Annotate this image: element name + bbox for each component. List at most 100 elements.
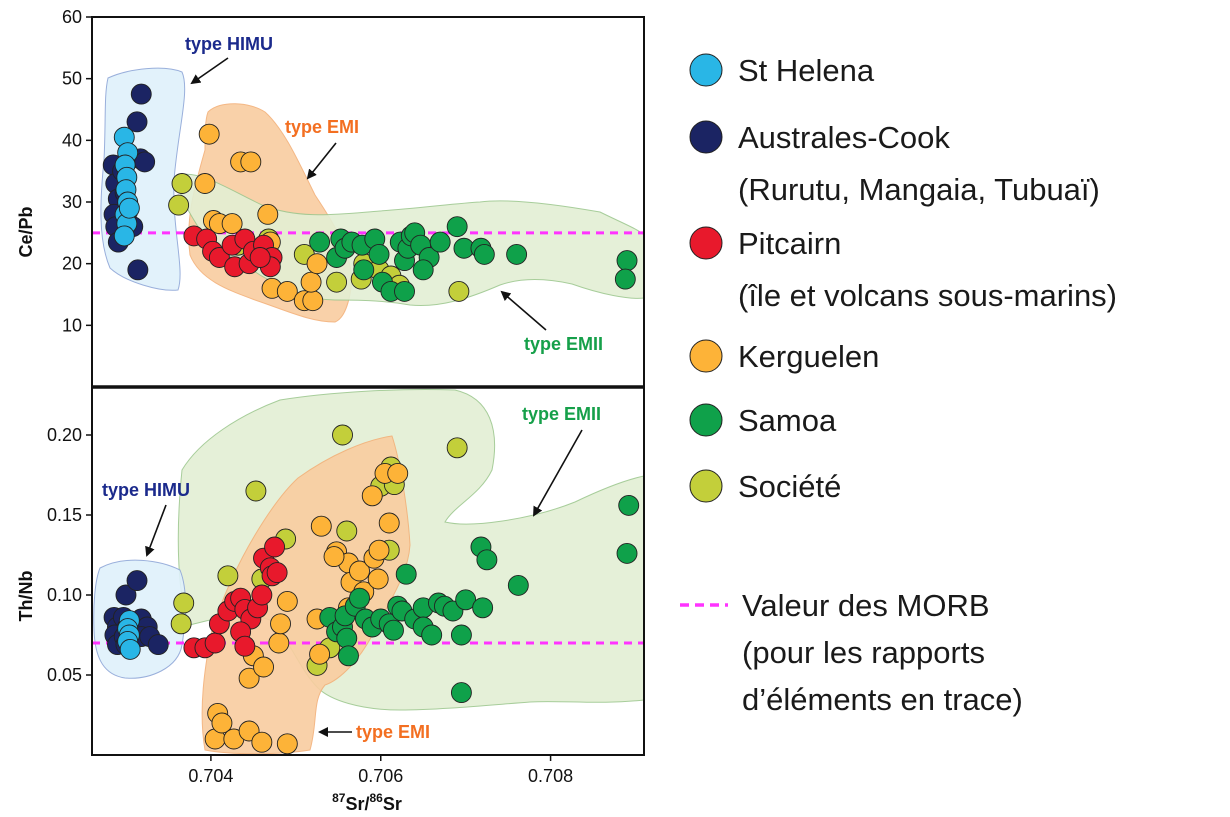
point-kerguelen [268,632,290,654]
legend-marker-australes [689,120,723,154]
point-kerguelen [198,123,220,145]
point-kerguelen [309,643,331,665]
point-samoa [421,624,443,646]
y-tick-label: 30 [62,192,82,212]
legend-label: St Helena [738,53,875,88]
point-pitcairn [251,584,273,606]
x-axis-title-end: Sr [383,794,402,814]
point-samoa [383,619,404,641]
point-samoa [506,243,528,265]
legend-label: (île et volcans sous-marins) [738,278,1117,313]
point-kerguelen [276,280,298,302]
y-tick-label: 0.15 [47,505,82,525]
point-australes [127,259,149,281]
x-axis-title-sup1: 87 [332,791,346,805]
annotation-himu: type HIMU [102,480,190,500]
point-kerguelen [257,203,279,225]
point-kerguelen [323,546,345,568]
annotation-emi: type EMI [356,722,430,742]
point-samoa [616,542,638,564]
point-australes [115,584,137,606]
point-samoa [446,216,468,238]
x-axis-title-mid: Sr/ [345,794,369,814]
point-samoa [614,268,636,290]
legend-label: Valeur des MORB [742,588,990,623]
point-kerguelen [349,560,370,582]
legend-marker-pitcairn [689,226,723,260]
point-societe [171,173,193,194]
point-kerguelen [276,590,298,612]
point-societe [446,437,468,459]
point-kerguelen [194,173,216,194]
legend-marker-st-helena [689,53,723,87]
point-kerguelen [276,733,298,755]
legend-marker-societe [689,469,723,503]
annotations: type HIMU type EMI type EMII type HIMU type … [102,34,603,742]
point-kerguelen [251,731,273,753]
point-societe [332,424,353,446]
annotation-arrow [306,142,337,180]
y-tick-label: 50 [62,69,82,89]
point-kerguelen [240,151,262,173]
point-samoa [473,243,495,265]
point-samoa [618,494,640,516]
point-kerguelen [211,712,233,734]
point-societe [245,480,267,502]
y-tick-label: 0.05 [47,665,82,685]
point-samoa [429,231,451,253]
legend-label: (pour les rapports [742,635,985,670]
point-st-helena [118,197,140,219]
point-kerguelen [221,213,243,235]
point-pitcairn [234,635,256,657]
legend-label: Kerguelen [738,339,879,374]
annotation-arrow [500,290,547,331]
point-kerguelen [302,290,324,312]
legend-label: Australes-Cook [738,120,950,155]
point-societe [170,613,192,635]
y-tick-label: 0.10 [47,585,82,605]
point-kerguelen [310,515,332,537]
point-samoa [472,597,494,619]
point-societe [217,565,239,587]
point-st-helena [119,638,141,660]
point-kerguelen [238,667,260,689]
legend-marker-kerguelen [689,339,723,373]
point-pitcairn [266,562,288,584]
point-samoa [368,243,390,265]
point-samoa [450,682,472,704]
point-samoa [412,259,434,281]
x-tick-label: 0.706 [358,766,403,786]
point-samoa [395,563,417,585]
point-samoa [338,645,359,667]
y-axis-title-top: Ce/Pb [16,206,36,257]
annotation-arrow [533,429,583,517]
point-pitcairn [204,632,226,654]
legend-label: d’éléments en trace) [742,682,1023,717]
point-samoa [476,549,498,571]
point-kerguelen [270,613,291,635]
point-samoa [336,627,358,649]
point-samoa [507,574,529,596]
point-societe [336,520,358,542]
point-samoa [394,280,415,302]
point-societe [448,280,470,302]
data-points [102,83,640,755]
point-australes [126,570,148,592]
point-st-helena [113,225,135,247]
point-pitcairn [249,247,271,268]
y-tick-label: 10 [62,315,82,335]
point-kerguelen [367,568,389,590]
y-axis-title-bottom: Th/Nb [16,571,36,622]
legend: St Helena Australes-Cook (Rurutu, Mangaia,… [680,53,1117,717]
point-pitcairn [208,247,230,268]
point-kerguelen [387,462,409,484]
legend-label: Samoa [738,403,837,438]
y-tick-label: 0.20 [47,425,82,445]
legend-label: Société [738,469,841,504]
point-kerguelen [368,539,390,561]
legend-marker-samoa [689,403,723,437]
annotation-arrow [145,504,167,557]
point-australes [126,111,148,133]
point-societe [173,592,195,614]
